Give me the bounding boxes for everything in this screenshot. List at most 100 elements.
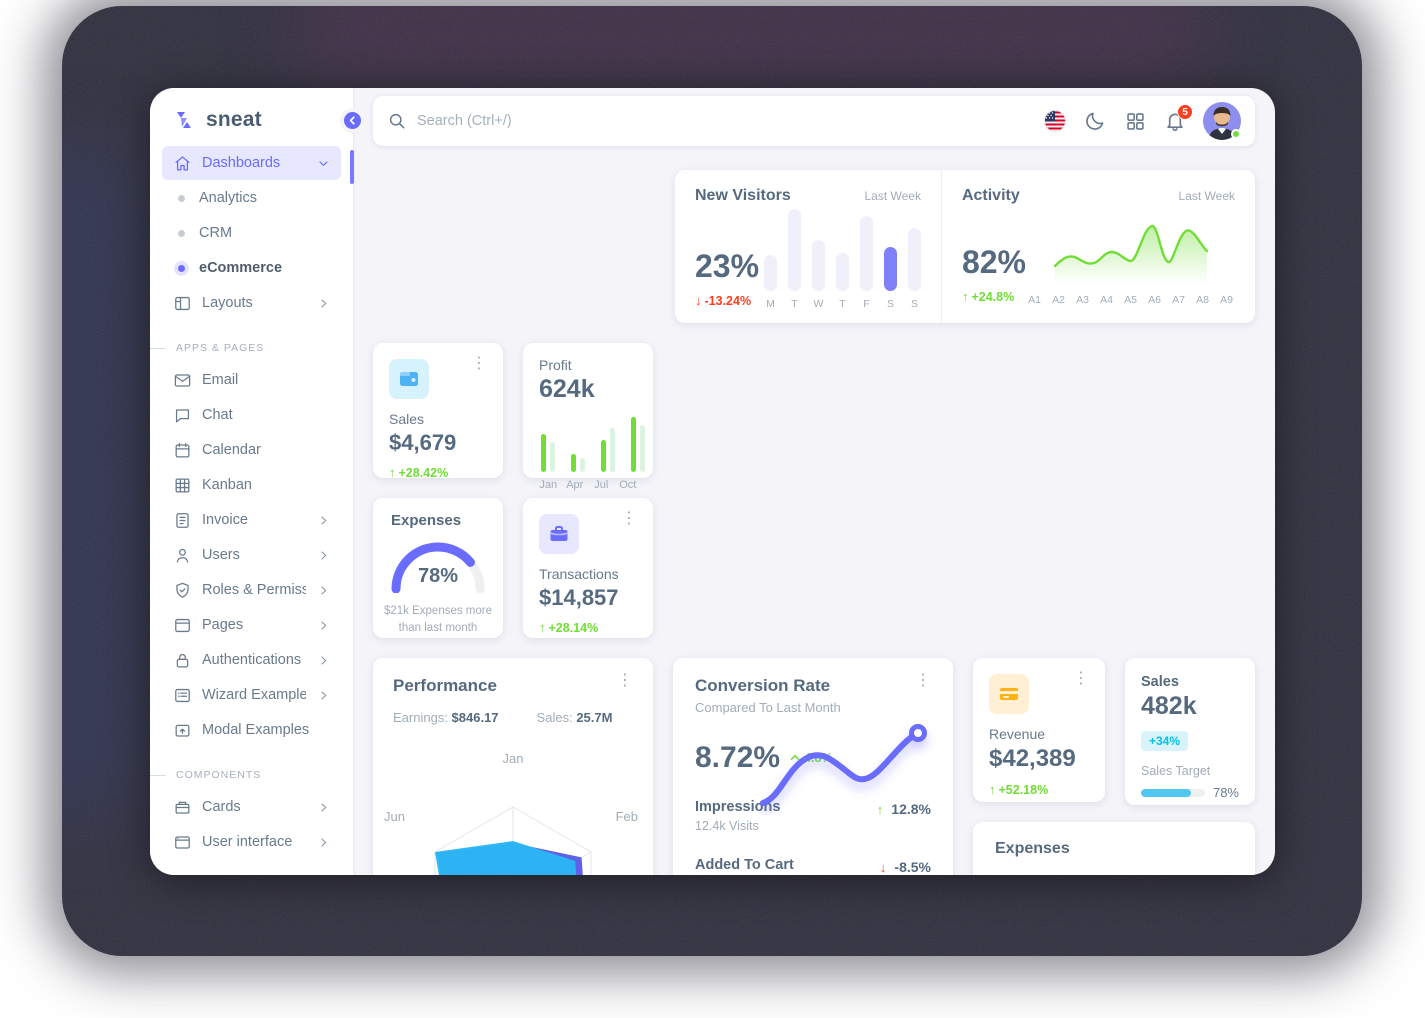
brand-logo[interactable]: sneat	[172, 108, 262, 132]
conversion-title: Conversion Rate	[695, 676, 831, 695]
new-visitors-change: ↓ -13.24%	[695, 293, 752, 308]
profit-card: Profit 624k Jan Apr Jul Oct	[523, 343, 653, 491]
sidebar-item-modal-examples[interactable]: Modal Examples	[162, 713, 341, 747]
conversion-value: 8.72%	[695, 741, 781, 774]
sidebar: sneat Dashboards Analytics CRM eCommerce Lay…	[150, 88, 354, 875]
sidebar-item-dashboards[interactable]: Dashboards	[162, 146, 341, 180]
chevron-down-icon	[316, 156, 331, 171]
added-to-cart-label: Added To Cart	[695, 857, 794, 873]
sales-card-menu[interactable]: ⋮	[471, 355, 487, 372]
notifications-button[interactable]: 5	[1163, 104, 1193, 133]
activity-title: Activity	[961, 187, 1020, 204]
impressions-label: Impressions	[695, 799, 781, 815]
conversion-line-chart	[757, 715, 937, 815]
navbar-actions: 5	[1043, 102, 1241, 140]
briefcase-icon	[539, 514, 579, 554]
conversion-card-menu[interactable]: ⋮	[915, 672, 931, 689]
activity-period: Last Week	[1178, 189, 1235, 203]
modal-icon	[172, 720, 192, 740]
sidebar-item-invoice[interactable]: Invoice	[162, 503, 341, 537]
section-divider	[150, 347, 166, 349]
sidebar-item-user-interface[interactable]: User interface	[162, 825, 341, 859]
sidebar-subitem-crm[interactable]: CRM	[162, 216, 341, 250]
added-to-cart-change: ↓ -8.5%	[879, 859, 931, 875]
expenses-bottom-card: Expenses	[973, 822, 1255, 875]
activity-value: 82%	[961, 244, 1026, 280]
sales-growth-badge: +34%	[1141, 731, 1189, 751]
arrow-down-icon: ↓	[879, 859, 887, 875]
visitors-bar-s6	[907, 228, 921, 291]
menu-section-apps-pages: APPS & PAGES	[150, 333, 353, 363]
performance-card-menu[interactable]: ⋮	[617, 672, 633, 689]
shield-icon	[172, 580, 192, 600]
expenses-bottom-bar-chart	[973, 822, 1255, 875]
profit-bar-group-apr	[571, 454, 585, 472]
kanban-icon	[172, 475, 192, 495]
sidebar-item-calendar[interactable]: Calendar	[162, 433, 341, 467]
wizard-icon	[172, 685, 192, 705]
ui-icon	[172, 832, 192, 852]
profit-bar-chart: Jan Apr Jul Oct	[539, 414, 645, 491]
search-input[interactable]	[417, 113, 737, 129]
sales-target-progress	[1141, 788, 1205, 797]
performance-card: Performance ⋮ Earnings: $846.17 Sales: 2…	[373, 658, 653, 875]
sidebar-item-email[interactable]: Email	[162, 363, 341, 397]
search-bar[interactable]	[387, 111, 1043, 131]
sales-change: ↑ +28.42%	[389, 465, 449, 480]
chevron-right-icon	[316, 583, 331, 598]
revenue-card-menu[interactable]: ⋮	[1073, 670, 1089, 687]
chevron-left-icon	[349, 116, 355, 125]
sidebar-item-wizard-examples[interactable]: Wizard Examples	[162, 678, 341, 712]
sidebar-scrollbar[interactable]	[350, 150, 354, 184]
transactions-value: $14,857	[539, 585, 619, 610]
radar-axis-feb: Feb	[615, 809, 638, 824]
calendar-icon	[172, 440, 192, 460]
sidebar-subitem-analytics[interactable]: Analytics	[162, 181, 341, 215]
new-visitors-period: Last Week	[864, 189, 921, 203]
chevron-right-icon	[316, 548, 331, 563]
impressions-change: ↑ 12.8%	[876, 801, 931, 817]
expenses-bottom-title: Expenses	[995, 840, 1070, 857]
visitors-bar-w2	[811, 240, 825, 291]
brand-logo-icon	[172, 108, 196, 132]
app-window: sneat Dashboards Analytics CRM eCommerce Lay…	[150, 88, 1275, 875]
profit-bar-group-oct	[631, 417, 645, 472]
sidebar-subitem-ecommerce[interactable]: eCommerce	[162, 251, 341, 285]
profit-value: 624k	[539, 375, 595, 403]
moon-icon	[1086, 112, 1104, 130]
new-visitors-value: 23%	[695, 248, 760, 284]
user-avatar[interactable]	[1203, 102, 1241, 140]
expenses-gauge-caption: $21k Expenses more than last month	[383, 605, 493, 635]
notification-badge: 5	[1177, 104, 1193, 120]
apps-shortcut-button[interactable]	[1123, 109, 1147, 133]
sidebar-item-cards[interactable]: Cards	[162, 790, 341, 824]
sales-label: Sales	[389, 411, 425, 427]
profit-title: Profit	[539, 357, 572, 373]
dark-mode-toggle[interactable]	[1083, 109, 1107, 133]
impressions-sub: 12.4k Visits	[695, 819, 759, 833]
language-flag-icon[interactable]	[1043, 109, 1067, 133]
radar-axis-jun: Jun	[384, 809, 405, 824]
conversion-impressions-row: Impressions 12.4k Visits ↑ 12.8%	[695, 799, 931, 833]
sidebar-item-chat[interactable]: Chat	[162, 398, 341, 432]
online-status-dot	[1231, 129, 1241, 139]
user-icon	[172, 545, 192, 565]
sidebar-item-kanban[interactable]: Kanban	[162, 468, 341, 502]
mail-icon	[172, 370, 192, 390]
sidebar-item-pages[interactable]: Pages	[162, 608, 341, 642]
sidebar-item-authentications[interactable]: Authentications	[162, 643, 341, 677]
invoice-icon	[172, 510, 192, 530]
visitors-bar-s5	[883, 247, 897, 291]
transactions-card-menu[interactable]: ⋮	[621, 510, 637, 527]
visitors-bar-m0	[763, 255, 777, 291]
sidebar-collapse-button[interactable]	[340, 108, 365, 133]
sidebar-item-users[interactable]: Users	[162, 538, 341, 572]
profit-bar-group-jan	[541, 434, 555, 472]
sidebar-item-roles-permissions[interactable]: Roles & Permissions	[162, 573, 341, 607]
chevron-right-icon	[316, 800, 331, 815]
visitors-bar-f4	[859, 216, 873, 291]
performance-earnings: Earnings: $846.17	[393, 710, 499, 725]
sidebar-item-layouts[interactable]: Layouts	[162, 286, 341, 320]
